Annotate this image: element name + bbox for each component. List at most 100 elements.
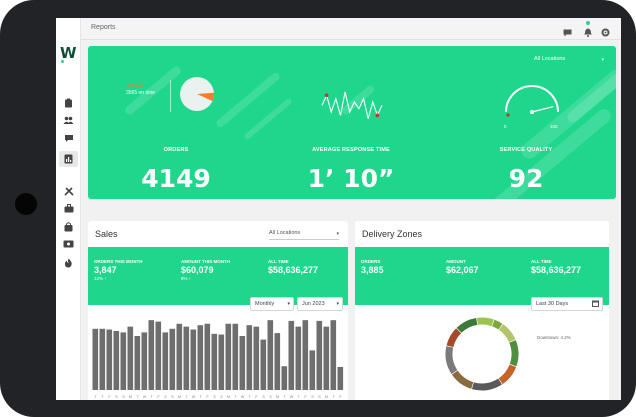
users-icon[interactable] [62,116,75,128]
sales-bar-label: F [339,395,342,399]
sales-bar [113,330,120,390]
reports-icon[interactable] [59,151,78,167]
sales-bar [141,332,148,390]
sales-bar [127,326,134,390]
ticket-icon[interactable] [62,240,75,252]
sales-bar [253,326,260,390]
delivery-zones-donut-chart [445,317,519,391]
sales-bar-label: S [213,395,216,399]
chat-icon[interactable] [563,24,573,37]
donut-segment [471,378,502,391]
kpi-label-orders: ORDERS [163,147,189,153]
sales-bar-label: S [262,395,265,399]
sales-bar [316,320,323,390]
gauge-min-marker [506,113,510,117]
sales-bar-label: M [129,395,132,399]
kpi-value-service-quality: 92 [508,164,544,193]
sales-title: Sales [95,229,118,239]
notification-badge [586,21,590,25]
sales-bar-label: T [283,395,286,399]
gauge-arc [505,85,559,113]
clipboard-icon[interactable] [62,98,75,110]
fire-icon[interactable] [62,258,75,270]
sales-bar [267,320,274,390]
calendar-icon [592,300,599,309]
sales-bar [225,323,232,390]
sales-bar [232,323,239,390]
kpi-value-orders: 4149 [141,164,211,193]
legend-late: 308 late [126,84,144,90]
sales-bar [274,333,281,390]
delivery-stats-band: ORDERS 3,885 AMOUNT $62,067 ALL TIME $58… [355,247,609,305]
sales-bar [176,323,183,390]
sales-bar-label: T [199,395,202,399]
sales-bar-label: T [297,395,300,399]
date-range-select[interactable]: Last 30 Days [531,297,603,311]
sales-bar-label: M [178,395,181,399]
briefcase-icon[interactable] [62,204,75,216]
period-select[interactable]: Monthly ▾ [250,297,294,311]
sales-bar-label: M [276,395,279,399]
sparkline-marker [324,93,329,98]
chevron-down-icon: ▾ [287,301,290,307]
location-select[interactable]: All Locations ▾ [534,56,604,63]
month-select[interactable]: Jun 2023 ▾ [297,297,343,311]
legend-on-time: 3565 on time [126,90,155,96]
sales-bar-label: M [227,395,230,399]
donut-segment [451,370,474,389]
sales-bar-label: S [311,395,314,399]
sales-bar-label: F [206,395,209,399]
sales-bar [218,334,225,390]
kpi-label-service-quality: SERVICE QUALITY [499,147,553,153]
sales-bar [106,329,113,390]
gauge-needle [531,105,554,113]
kpi-hero-banner: All Locations ▾ 308 late 3565 on time 0 … [88,46,616,199]
notification-bell-icon[interactable] [584,24,594,37]
sales-bar-label: F [304,395,307,399]
gauge-max-label: 100 [550,124,558,129]
sales-bar [295,326,302,390]
sales-bar-label: M [325,395,328,399]
sales-bar [134,336,141,390]
sales-bar-label: S [318,395,321,399]
sales-card: Sales All Locations ▾ ORDERS THIS MONTH … [88,221,348,400]
stat-all-time: ALL TIME $58,636,277 [531,259,582,275]
sales-bar [260,339,267,390]
chevron-down-icon: ▾ [336,231,339,237]
sales-bar [169,328,176,390]
sales-bar [120,332,127,390]
sales-location-select[interactable]: All Locations ▾ [269,230,339,240]
donut-segment [498,324,516,343]
sales-bar-label: T [136,395,139,399]
sales-bar [302,320,309,390]
bag-icon[interactable] [62,222,75,234]
chat-icon[interactable] [62,134,75,146]
tools-icon[interactable] [62,186,75,198]
sales-bar-label: T [101,395,104,399]
sidebar: W [56,18,81,400]
sales-bar [155,321,162,390]
legend-divider [170,80,171,112]
gauge-min-label: 0 [504,124,507,129]
logo[interactable]: W [60,44,77,63]
sparkline-line [321,91,383,119]
stat-orders: ORDERS 3,885 [361,259,384,275]
sales-bar-label: F [255,395,258,399]
late-ontime-pie-chart [180,77,214,111]
donut-segment [446,328,462,348]
donut-segment [509,340,519,367]
sales-bar-label: S [164,395,167,399]
chevron-down-icon: ▾ [336,301,339,307]
stat-amount-this-month: AMOUNT THIS MONTH $60,079 8% ↑ [181,259,230,281]
sales-bar-label: S [171,395,174,399]
late-ontime-legend: 308 late 3565 on time [126,84,155,96]
sales-bar [246,325,253,390]
sales-bar-label: S [269,395,272,399]
sales-bar [99,328,106,390]
sales-bar [204,323,211,390]
sales-stats-band: ORDERS THIS MONTH 3,847 12% ↑ AMOUNT THI… [88,247,348,305]
camera-dot [15,193,37,215]
gear-icon[interactable] [601,24,611,37]
